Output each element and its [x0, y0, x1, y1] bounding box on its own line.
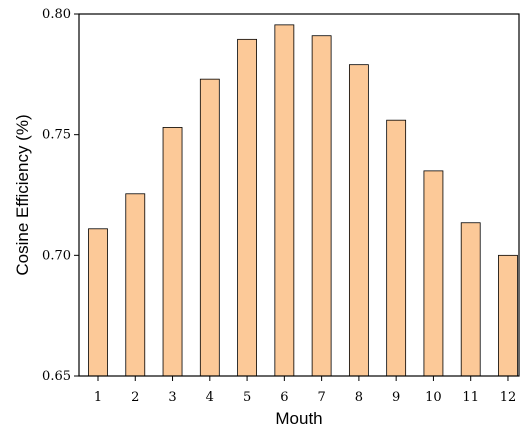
x-tick-label: 1	[94, 390, 102, 405]
bar-2	[125, 193, 146, 377]
x-tick-label: 7	[317, 390, 325, 405]
x-axis: 1 2 3 4 5 6 7 8 9 10 11 12	[94, 376, 516, 405]
x-tick-label: 9	[392, 390, 400, 405]
plot-frame	[78, 13, 520, 377]
bars-group	[88, 24, 518, 377]
bar-5	[237, 38, 257, 377]
y-tick-label: 0.75	[42, 128, 71, 143]
x-tick-label: 4	[206, 390, 214, 405]
y-axis-title: Cosine Efficiency (%)	[13, 114, 32, 275]
x-tick-label: 2	[131, 390, 139, 405]
y-tick-label: 0.70	[42, 248, 71, 263]
x-axis-title: Mouth	[275, 409, 322, 428]
x-tick-label: 8	[355, 390, 363, 405]
x-tick-label: 6	[280, 390, 288, 405]
y-tick-label: 0.65	[42, 369, 71, 384]
x-tick-label: 3	[168, 390, 176, 405]
x-tick-label: 10	[425, 390, 442, 405]
x-tick-label: 12	[500, 390, 517, 405]
bar-9	[386, 119, 407, 377]
x-tick-label: 5	[243, 390, 251, 405]
bar-11	[460, 222, 481, 377]
bar-6	[274, 24, 295, 377]
bar-8	[348, 64, 369, 377]
bar-7	[311, 35, 332, 377]
bar-12	[498, 254, 518, 377]
y-tick-label: 0.80	[42, 7, 71, 22]
bar-3	[162, 127, 183, 377]
bar-4	[199, 78, 220, 377]
bar-10	[423, 170, 444, 377]
bar-1	[88, 228, 108, 377]
x-tick-label: 11	[462, 390, 479, 405]
y-axis: 0.65 0.70 0.75 0.80	[42, 7, 79, 384]
